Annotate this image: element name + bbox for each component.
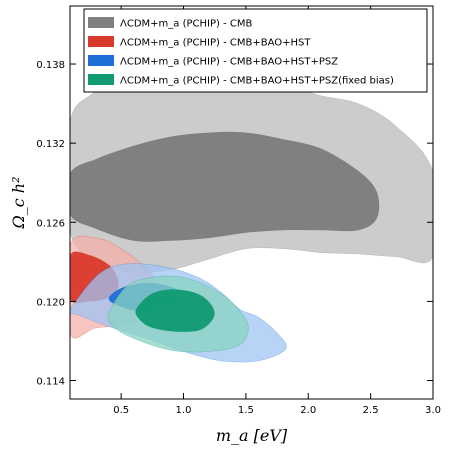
- x-tick-label: 3.0: [425, 405, 441, 416]
- legend-label-cdm-m-a-pchip-cmb-bao-hst: ΛCDM+m_a (PCHIP) - CMB+BAO+HST: [120, 38, 311, 49]
- plot-frame: [69, 5, 434, 400]
- y-tick-label: 0.120: [36, 297, 65, 308]
- contour-68-4: [135, 289, 215, 332]
- legend-label-cdm-m-a-pchip-cmb-bao-hst-psz-fixed-bias: ΛCDM+m_a (PCHIP) - CMB+BAO+HST+PSZ(fixed…: [120, 76, 394, 87]
- contour-68-1: [70, 131, 380, 242]
- legend-swatch: [88, 17, 114, 28]
- y-tick-label: 0.132: [36, 139, 65, 150]
- contour-layers: [70, 43, 433, 363]
- legend-swatch: [88, 36, 114, 47]
- x-tick-label: 2.5: [363, 405, 379, 416]
- legend-label-cdm-m-a-pchip-cmb-bao-hst-psz: ΛCDM+m_a (PCHIP) - CMB+BAO+HST+PSZ: [120, 57, 338, 68]
- y-axis-label: Ω_c h²: [9, 176, 28, 229]
- legend-box: [83, 8, 428, 93]
- x-axis-label: m_a [eV]: [216, 426, 288, 445]
- x-tick-label: 2.0: [300, 405, 316, 416]
- axis-ticks: 0.5 1.0 1.5 2.0 2.5 3.0 0.114 0.120 0.126 0.132 0.…: [36, 6, 441, 416]
- y-tick-label: 0.126: [36, 218, 65, 229]
- y-tick-label: 0.114: [36, 377, 65, 388]
- x-tick-label: 1.0: [176, 405, 192, 416]
- y-tick-label: 0.138: [36, 60, 65, 71]
- x-tick-label: 1.5: [238, 405, 254, 416]
- x-tick-label: 0.5: [113, 405, 129, 416]
- legend-swatch: [88, 74, 114, 85]
- legend-swatch: [88, 55, 114, 66]
- legend-label-cdm-m-a-pchip-cmb: ΛCDM+m_a (PCHIP) - CMB: [120, 19, 252, 30]
- legend: ΛCDM+m_a (PCHIP) - CMB ΛCDM+m_a (PCHIP) -…: [83, 8, 428, 93]
